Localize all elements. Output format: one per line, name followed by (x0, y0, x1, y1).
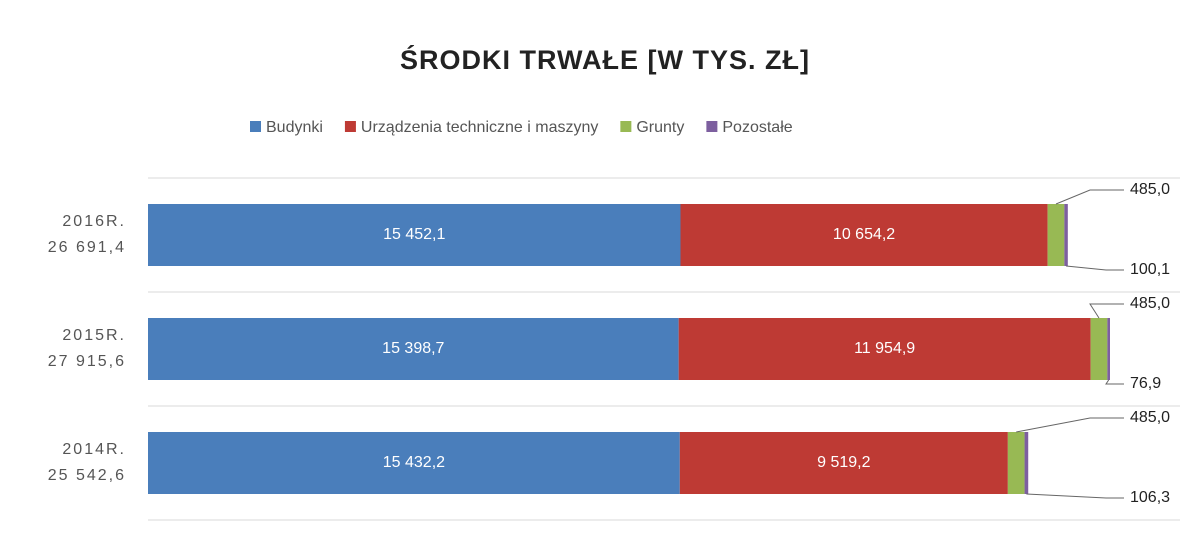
value-label: 15 398,7 (382, 340, 444, 357)
bar-segment (678, 318, 1091, 380)
bar-segment (148, 432, 680, 494)
bar-segment (1047, 204, 1065, 266)
legend-swatch (706, 121, 718, 132)
bar-segment (680, 204, 1048, 266)
category-total: 27 915,6 (48, 353, 126, 370)
bar-segment (1064, 204, 1068, 266)
legend-swatch (620, 121, 632, 132)
callout-label: 100,1 (1130, 261, 1170, 278)
value-label: 11 954,9 (854, 340, 915, 357)
callout-line (1055, 189, 1124, 205)
bar-segment (1007, 432, 1025, 494)
callout-line (1105, 379, 1124, 385)
callout-line (1026, 493, 1124, 499)
category-label: 2015R. (62, 327, 126, 344)
bar-segment (679, 432, 1008, 494)
legend-swatch (344, 121, 356, 132)
callout-label: 106,3 (1130, 489, 1170, 506)
bar-segment (1090, 318, 1108, 380)
value-label: 15 452,1 (383, 226, 445, 243)
bar-segment (1107, 318, 1110, 380)
value-label: 15 432,2 (383, 454, 445, 471)
legend-swatch (250, 121, 261, 132)
callout-label: 76,9 (1130, 375, 1161, 392)
callout-label: 485,0 (1130, 409, 1170, 426)
legend-label: Grunty (636, 119, 684, 136)
value-label: 9 519,2 (817, 454, 870, 471)
category-label: 2014R. (62, 441, 126, 458)
legend-label: Pozostałe (722, 119, 792, 136)
chart-title: ŚRODKI TRWAŁE [W TYS. ZŁ] (400, 44, 810, 75)
bar-segment (1024, 432, 1029, 494)
callout-line (1016, 417, 1124, 433)
category-total: 25 542,6 (48, 467, 126, 484)
callout-line (1066, 265, 1124, 271)
bar-segment (148, 204, 681, 266)
category-label: 2016R. (62, 213, 126, 230)
legend-label: Budynki (266, 119, 323, 136)
callout-line (1089, 303, 1124, 319)
callout-label: 485,0 (1130, 181, 1170, 198)
category-total: 26 691,4 (48, 239, 126, 256)
bar-segment (148, 318, 679, 380)
legend-label: Urządzenia techniczne i maszyny (361, 119, 598, 136)
callout-label: 485,0 (1130, 295, 1170, 312)
value-label: 10 654,2 (833, 226, 895, 243)
